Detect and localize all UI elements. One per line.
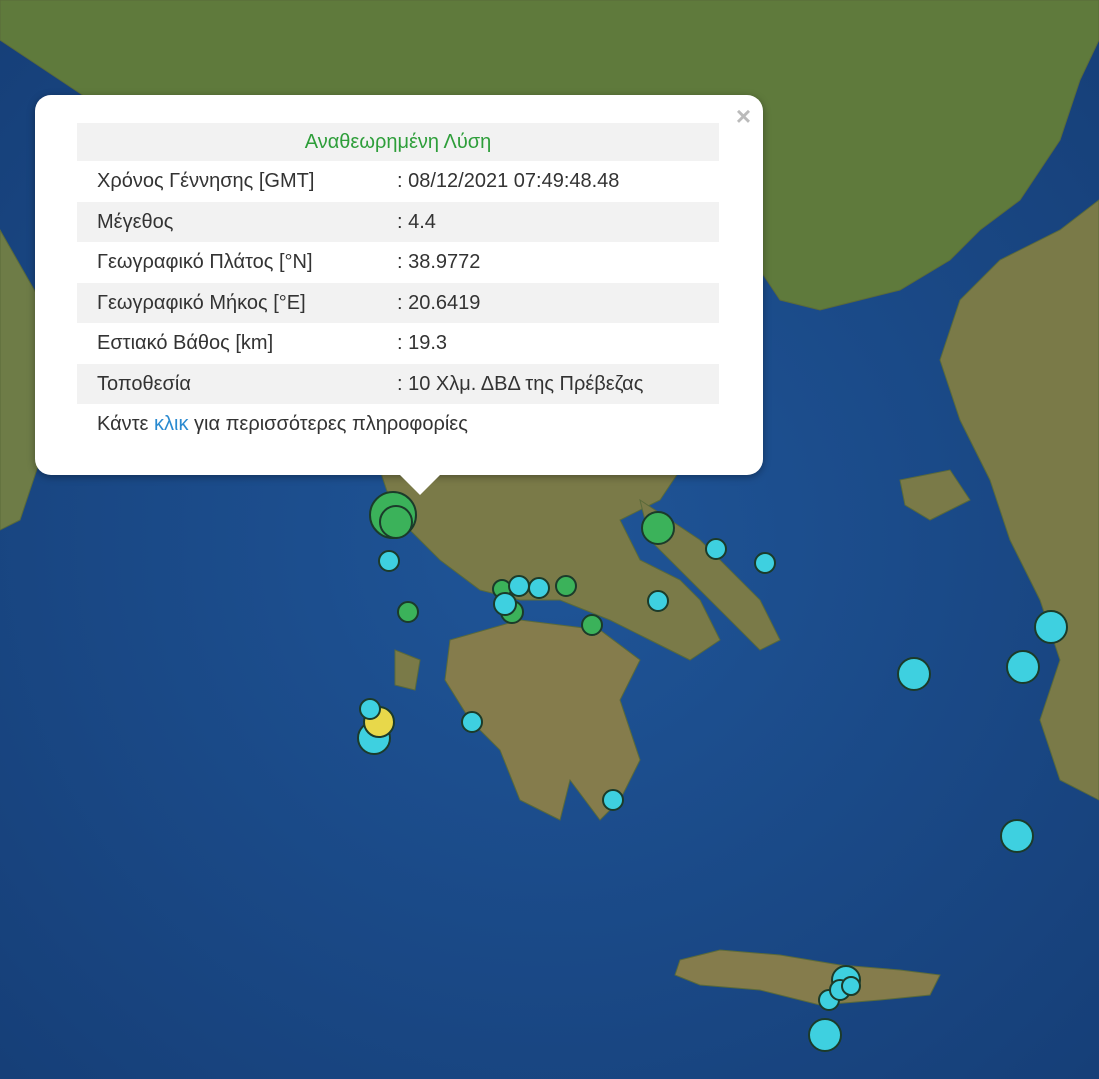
label: Τοποθεσία xyxy=(97,372,191,395)
earthquake-marker[interactable] xyxy=(555,575,577,597)
peloponnese xyxy=(444,619,641,821)
earthquake-marker[interactable] xyxy=(359,698,381,720)
label: Μέγεθος xyxy=(97,210,174,233)
earthquake-marker[interactable] xyxy=(493,592,517,616)
value: : 4.4 xyxy=(397,210,436,233)
row-latitude: Γεωγραφικό Πλάτος [°N] : 38.9772 xyxy=(77,242,719,283)
row-location: Τοποθεσία : 10 Χλμ. ΔΒΔ της Πρέβεζας xyxy=(77,363,719,404)
earthquake-marker[interactable] xyxy=(897,657,931,691)
row-origin-time: Χρόνος Γέννησης [GMT] : 08/12/2021 07:49:… xyxy=(77,161,719,202)
label: Γεωγραφικό Πλάτος [°N] xyxy=(97,251,313,273)
more-info-text: Κάντε κλικ για περισσότερες πληροφορίες xyxy=(77,404,719,444)
popup-title: Αναθεωρημένη Λύση xyxy=(77,123,719,161)
earthquake-info-table: Αναθεωρημένη Λύση Χρόνος Γέννησης [GMT]:… xyxy=(77,123,719,444)
value: : 19.3 xyxy=(397,332,448,354)
popup-pointer xyxy=(398,473,442,495)
earthquake-marker[interactable] xyxy=(1034,610,1068,644)
row-depth: Εστιακό Βάθος [km] : 19.3 xyxy=(77,323,719,364)
earthquake-marker[interactable] xyxy=(378,550,400,572)
footer-text: για περισσότερες πληροφορίες xyxy=(188,413,468,435)
earthquake-marker[interactable] xyxy=(808,1018,842,1052)
crete xyxy=(674,949,941,1006)
earthquake-marker[interactable] xyxy=(705,538,727,560)
footer-text: Κάντε xyxy=(97,413,155,435)
label: Γεωγραφικό Μήκος [°E] xyxy=(97,291,306,314)
earthquake-marker[interactable] xyxy=(602,789,624,811)
earthquake-marker[interactable] xyxy=(841,976,861,996)
value: : 38.9772 xyxy=(397,251,481,273)
earthquake-marker[interactable] xyxy=(528,577,550,599)
value: : 08/12/2021 07:49:48.48 xyxy=(397,170,620,192)
kefalonia xyxy=(394,649,421,691)
earthquake-marker[interactable] xyxy=(508,575,530,597)
more-info-link[interactable]: κλικ xyxy=(154,413,189,435)
label: Χρόνος Γέννησης [GMT] xyxy=(97,170,315,192)
earthquake-popup: × Αναθεωρημένη Λύση Χρόνος Γέννησης [GMT… xyxy=(35,95,763,495)
earthquake-marker[interactable] xyxy=(397,601,419,623)
row-longitude: Γεωγραφικό Μήκος [°E] : 20.6419 xyxy=(77,282,719,323)
close-icon[interactable]: × xyxy=(735,101,751,131)
value: : 10 Χλμ. ΔΒΔ της Πρέβεζας xyxy=(397,372,644,395)
row-magnitude: Μέγεθος : 4.4 xyxy=(77,201,719,242)
earthquake-marker[interactable] xyxy=(754,552,776,574)
value: : 20.6419 xyxy=(397,291,481,314)
lesvos xyxy=(899,469,971,521)
earthquake-marker[interactable] xyxy=(641,511,675,545)
evia xyxy=(639,498,781,651)
earthquake-marker[interactable] xyxy=(581,614,603,636)
earthquake-marker[interactable] xyxy=(1006,650,1040,684)
turkey-coast xyxy=(939,199,1099,801)
earthquake-marker[interactable] xyxy=(461,711,483,733)
earthquake-markers xyxy=(357,491,1068,1052)
earthquake-marker[interactable] xyxy=(1000,819,1034,853)
earthquake-marker[interactable] xyxy=(647,590,669,612)
earthquake-marker[interactable] xyxy=(379,505,413,539)
label: Εστιακό Βάθος [km] xyxy=(97,332,274,354)
